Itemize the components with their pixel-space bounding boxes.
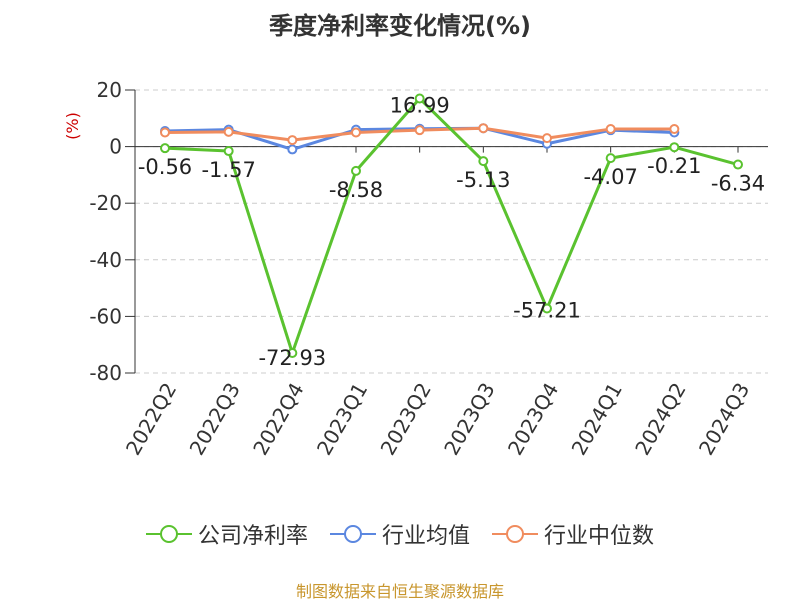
data-label: -72.93 (258, 346, 326, 370)
data-label: -1.57 (201, 158, 255, 182)
x-tick-label: 2024Q1 (567, 379, 627, 460)
data-label: -57.21 (513, 299, 581, 323)
legend: 公司净利率 行业均值 行业中位数 (0, 518, 800, 550)
data-point-company (478, 156, 489, 167)
x-tick-label: 2024Q2 (630, 379, 690, 460)
chart-title: 季度净利率变化情况(%) (269, 12, 531, 40)
data-source-note: 制图数据来自恒生聚源数据库 (295, 582, 504, 601)
data-point-company (160, 143, 170, 154)
x-tick-label: 2023Q4 (503, 379, 563, 460)
legend-item-company[interactable]: 公司净利率 (145, 518, 308, 550)
data-label: -4.07 (583, 165, 637, 189)
data-point-industry-median (160, 127, 170, 138)
data-point-company (605, 153, 616, 164)
legend-swatch-industry-avg (329, 525, 376, 543)
data-label: -5.13 (456, 168, 510, 192)
x-tick-label: 2024Q3 (694, 379, 754, 460)
x-tick-label: 2022Q2 (121, 379, 181, 460)
data-point-company (351, 165, 361, 176)
data-point-company (287, 347, 298, 358)
data-point-industry-median (223, 126, 234, 137)
data-point-industry-avg (287, 144, 298, 155)
series-line-company (164, 97, 739, 355)
y-tick-label: -20 (89, 191, 122, 215)
y-tick-label: -40 (89, 248, 122, 272)
data-label: 16.99 (390, 94, 450, 118)
x-tick-label: 2023Q2 (376, 379, 436, 460)
legend-item-industry-avg[interactable]: 行业均值 (329, 518, 470, 550)
y-tick-label: -60 (89, 304, 122, 328)
data-point-company (414, 93, 425, 104)
data-point-industry-median (605, 124, 616, 135)
data-point-industry-median (287, 135, 298, 146)
data-point-industry-median (542, 133, 552, 144)
data-point-industry-median (669, 124, 680, 135)
y-axis-label: (%) (63, 112, 82, 140)
data-point-company (542, 303, 552, 314)
data-point-company (669, 142, 680, 153)
x-tick-label: 2023Q3 (439, 379, 499, 460)
data-point-company (733, 159, 743, 170)
data-label: -8.58 (329, 178, 383, 202)
legend-item-industry-median[interactable]: 行业中位数 (492, 518, 654, 550)
y-tick-label: -80 (89, 361, 122, 385)
legend-label-company: 公司净利率 (197, 524, 308, 549)
line-chart: 200-20-40-60-80(%)2022Q2 2022Q3 2022Q4 2023… (63, 78, 768, 460)
y-tick-label: 20 (97, 78, 122, 102)
y-tick-label: 0 (109, 135, 122, 159)
data-label: -0.56 (138, 155, 192, 179)
data-label: -0.21 (647, 154, 701, 178)
legend-swatch-company (145, 525, 192, 543)
data-point-industry-median (351, 127, 361, 138)
data-point-industry-median (478, 123, 489, 134)
x-tick-label: 2022Q3 (185, 379, 245, 460)
x-tick-label: 2022Q4 (248, 379, 308, 460)
legend-label-industry-avg: 行业均值 (381, 524, 470, 549)
x-tick-label: 2023Q1 (312, 379, 372, 460)
data-point-industry-median (414, 125, 425, 136)
data-label: -6.34 (711, 172, 765, 196)
legend-swatch-industry-median (492, 525, 538, 543)
legend-label-industry-median: 行业中位数 (544, 524, 655, 549)
data-point-company (223, 146, 234, 157)
